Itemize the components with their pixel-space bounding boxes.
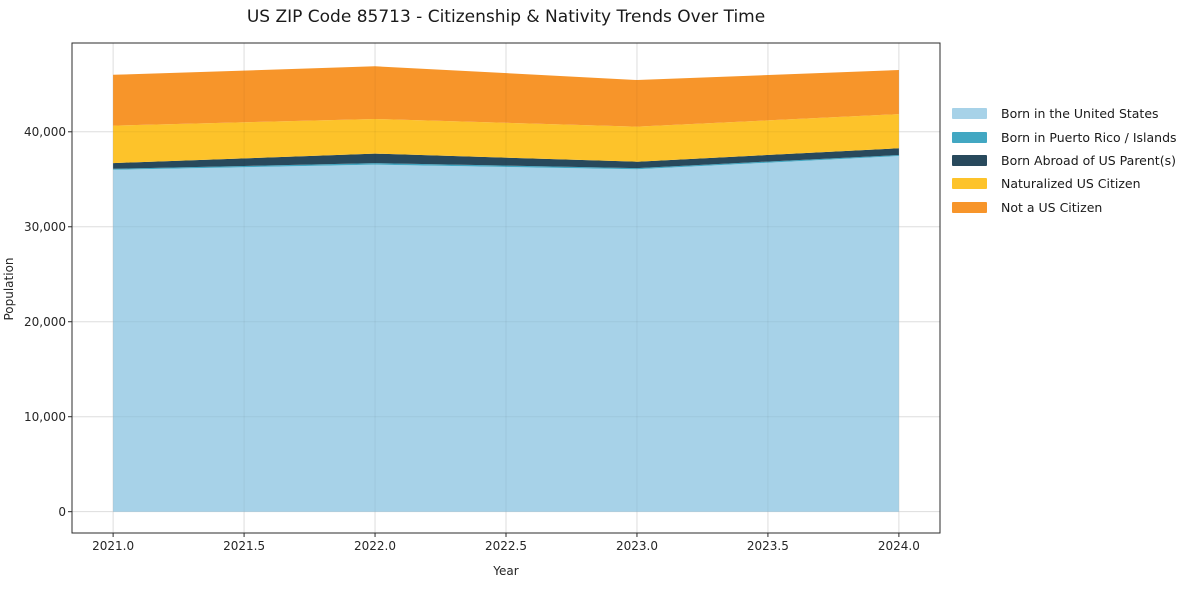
chart-title: US ZIP Code 85713 - Citizenship & Nativi…: [246, 7, 766, 27]
legend-item-not-a-us-citizen: Not a US Citizen: [952, 196, 1177, 219]
x-tick-label: 2021.0: [92, 539, 135, 553]
x-tick-label: 2022.0: [354, 539, 396, 553]
legend-label: Born Abroad of US Parent(s): [1001, 152, 1176, 168]
y-tick-label: 40,000: [24, 124, 66, 139]
legend-item-naturalized-us-citizen: Naturalized US Citizen: [952, 172, 1177, 195]
legend-swatch-icon: [952, 178, 987, 190]
legend-swatch-icon: [952, 201, 987, 213]
legend-label: Naturalized US Citizen: [1001, 176, 1141, 192]
legend-item-born-in-the-united-states: Born in the United States: [952, 102, 1177, 125]
x-axis-label: Year: [493, 564, 519, 578]
y-tick-label: 20,000: [24, 314, 66, 329]
legend-item-born-in-puerto-rico-islands: Born in Puerto Rico / Islands: [952, 125, 1177, 148]
area-series-naturalized-us-citizen: [113, 114, 899, 164]
x-tick-label: 2024.0: [877, 539, 920, 553]
area-series-born-abroad-of-us-parent-s: [113, 148, 899, 169]
legend: Born in the United States Born in Puerto …: [952, 102, 1177, 219]
y-axis-label: Population: [2, 257, 16, 321]
legend-swatch-icon: [952, 131, 987, 143]
legend-label: Born in Puerto Rico / Islands: [1001, 129, 1177, 145]
legend-label: Not a US Citizen: [1001, 199, 1103, 215]
x-tick-label: 2023.0: [616, 539, 658, 553]
area-series-born-in-puerto-rico-islands: [113, 155, 899, 170]
x-tick-label: 2022.5: [485, 539, 527, 553]
x-tick-label: 2021.5: [223, 539, 266, 553]
y-tick-label: 30,000: [24, 219, 66, 234]
legend-label: Born in the United States: [1001, 106, 1159, 122]
area-series-not-a-us-citizen: [113, 66, 899, 127]
legend-swatch-icon: [952, 154, 987, 166]
x-tick-label: 2023.5: [746, 539, 789, 553]
legend-item-born-abroad-of-us-parent-s: Born Abroad of US Parent(s): [952, 149, 1177, 172]
area-series-born-in-the-united-states: [113, 156, 899, 512]
y-tick-label: 0: [58, 504, 66, 519]
legend-swatch-icon: [952, 108, 987, 120]
y-tick-label: 10,000: [24, 409, 66, 424]
